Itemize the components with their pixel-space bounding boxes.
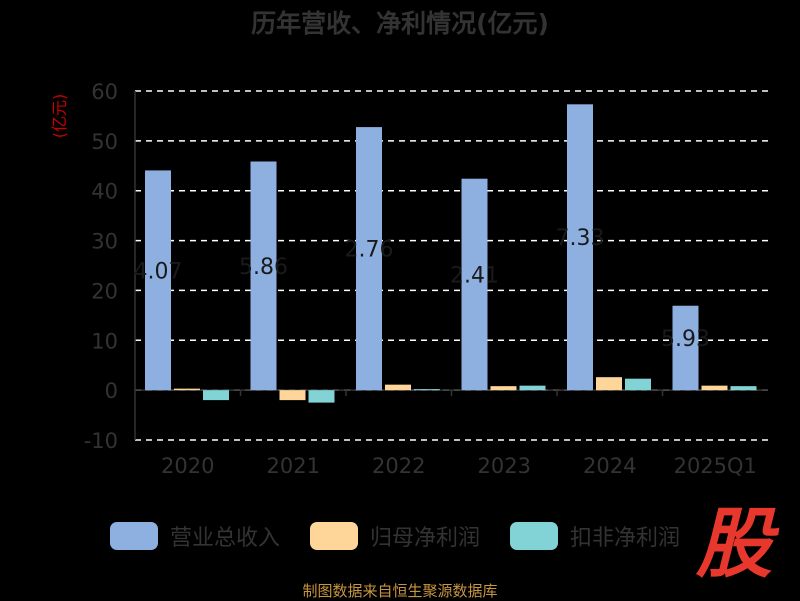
bar-net-profit	[385, 384, 411, 391]
data-label: 2.41	[450, 263, 499, 288]
bar-revenue	[145, 170, 171, 391]
legend-swatch-net-profit	[310, 522, 358, 550]
data-label: 7.33	[556, 226, 605, 251]
legend-swatch-revenue	[110, 522, 158, 550]
x-tick-label: 2025Q1	[674, 454, 757, 478]
x-tick-label: 2022	[372, 454, 425, 478]
y-tick-label: 0	[105, 379, 118, 403]
data-label: 5.93	[661, 327, 710, 352]
bar-deducted-profit	[730, 386, 757, 391]
bar-revenue	[672, 305, 699, 391]
x-tick-label: 2024	[583, 454, 636, 478]
legend-item-net-profit[interactable]: 归母净利润	[310, 521, 480, 551]
bar-deducted-profit	[414, 389, 440, 391]
watermark-logo: 股	[696, 499, 772, 588]
bar-deducted-profit	[308, 390, 335, 403]
bar-revenue	[567, 104, 593, 391]
bar-net-profit	[174, 388, 200, 391]
data-source-note: 制图数据来自恒生聚源数据库	[302, 582, 498, 600]
chart-legend: 营业总收入 归母净利润 扣非净利润	[0, 517, 800, 557]
y-tick-label: 20	[91, 279, 118, 303]
y-tick-label: 40	[91, 180, 118, 204]
y-tick-label: -10	[84, 429, 118, 453]
bar-revenue	[461, 178, 488, 391]
bar-net-profit	[490, 386, 517, 391]
bar-revenue	[250, 161, 277, 391]
y-tick-label: 50	[91, 130, 118, 154]
legend-swatch-deducted-profit	[510, 522, 558, 550]
x-tick-label: 2020	[161, 454, 214, 478]
bar-revenue	[356, 127, 382, 391]
x-tick-label: 2023	[478, 454, 531, 478]
data-label: 5.86	[239, 255, 288, 280]
x-tick-label: 2021	[267, 454, 320, 478]
legend-label-revenue: 营业总收入	[170, 526, 281, 551]
y-tick-label: 30	[91, 230, 118, 254]
data-label: 4.07	[134, 259, 183, 284]
bar-deducted-profit	[519, 385, 546, 391]
data-label: 2.76	[345, 238, 394, 263]
y-tick-label: 60	[91, 80, 118, 104]
bar-net-profit	[279, 390, 306, 401]
legend-label-deducted-profit: 扣非净利润	[570, 526, 681, 551]
bar-deducted-profit	[203, 390, 229, 401]
chart-title: 历年营收、净利情况(亿元)	[251, 9, 549, 38]
bar-net-profit	[596, 377, 622, 391]
legend-label-net-profit: 归母净利润	[370, 526, 481, 551]
bar-net-profit	[701, 385, 728, 391]
bar-deducted-profit	[625, 378, 651, 391]
y-tick-label: 10	[91, 329, 118, 353]
legend-item-revenue[interactable]: 营业总收入	[110, 521, 280, 551]
legend-item-deducted-profit[interactable]: 扣非净利润	[510, 521, 680, 551]
